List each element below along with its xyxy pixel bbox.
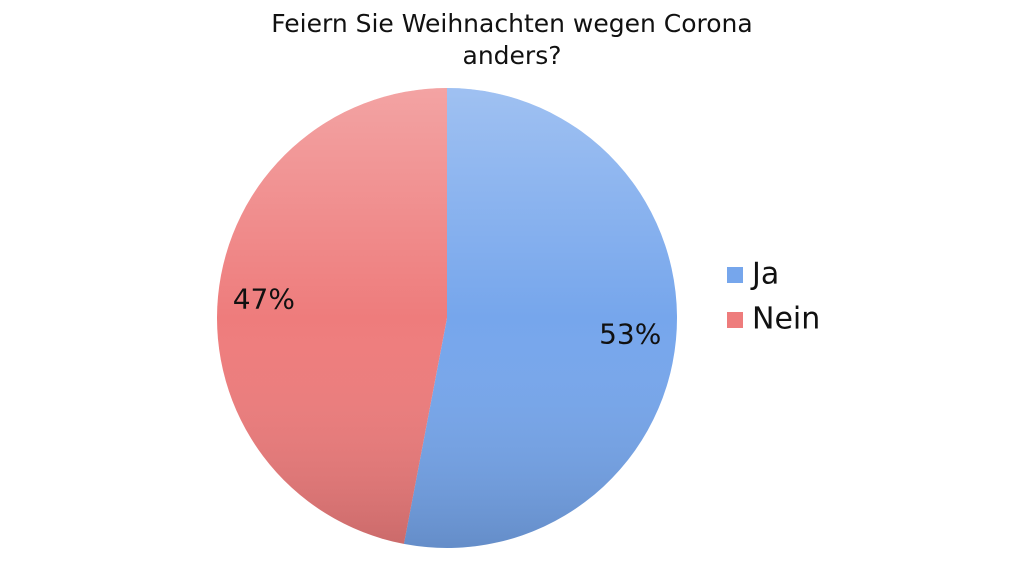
chart-title: Feiern Sie Weihnachten wegen Corona ande… xyxy=(271,9,753,70)
labels: 53% 47% Ja Nein xyxy=(233,257,821,351)
legend-label: Nein xyxy=(752,302,820,337)
legend-swatch xyxy=(727,312,743,328)
data-label: 47% xyxy=(233,283,295,316)
legend-label: Ja xyxy=(750,257,779,292)
legend-swatch xyxy=(727,267,743,283)
data-label: 53% xyxy=(599,317,661,350)
pie-slice xyxy=(217,88,447,544)
